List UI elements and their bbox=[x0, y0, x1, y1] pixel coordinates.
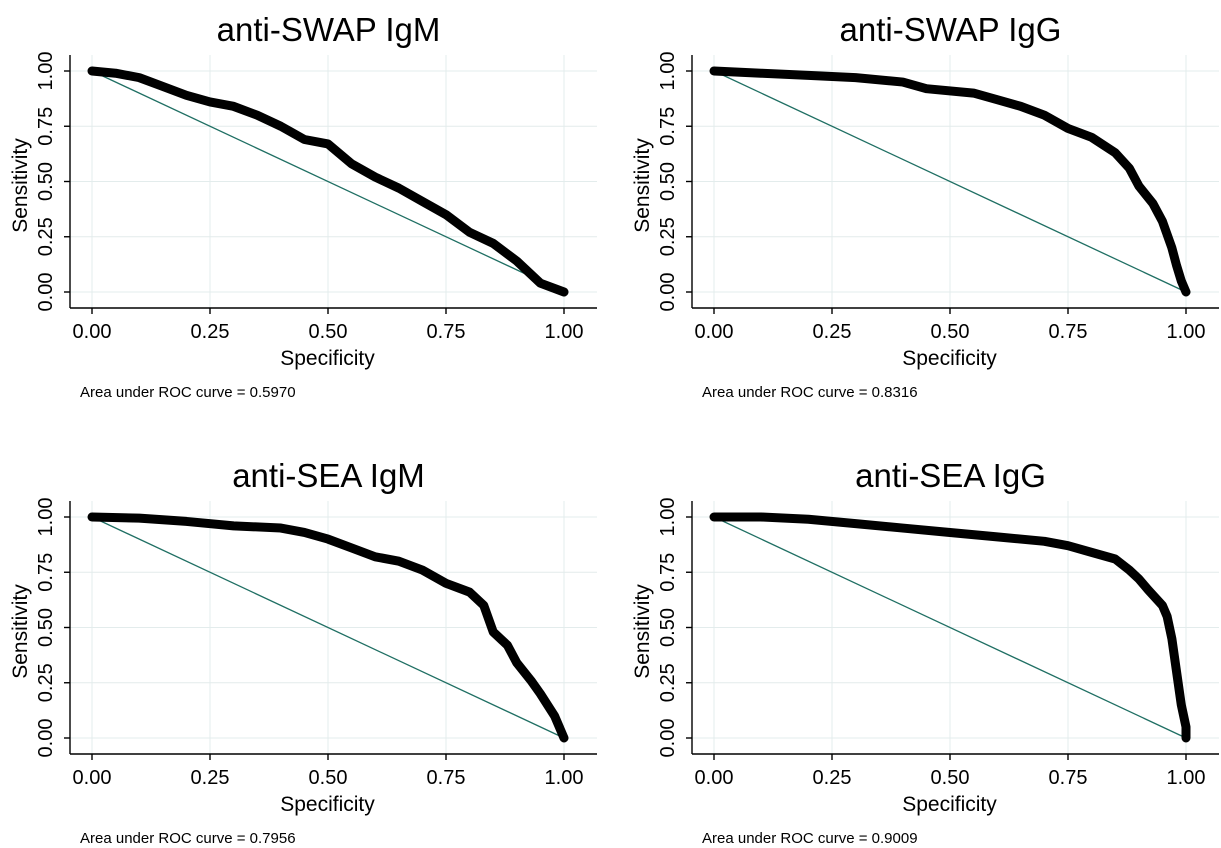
chart-title: anti-SWAP IgG bbox=[840, 11, 1062, 48]
y-tick-label: 0.75 bbox=[657, 107, 679, 146]
x-tick-label: 0.50 bbox=[309, 321, 348, 343]
y-tick-label: 1.00 bbox=[35, 52, 57, 91]
x-tick-label: 0.25 bbox=[191, 767, 230, 789]
y-axis-label: Sensitivity bbox=[631, 584, 654, 679]
y-tick-label: 0.00 bbox=[35, 719, 57, 758]
auc-note: Area under ROC curve = 0.7956 bbox=[80, 830, 296, 847]
x-tick-label: 0.75 bbox=[1049, 321, 1088, 343]
y-tick-label: 0.75 bbox=[657, 553, 679, 592]
roc-panel-4: anti-SEA IgG 0.00 0.25 0.50 0.75 1.00 0.00 0.25… bbox=[631, 457, 1219, 847]
x-tick-label: 0.50 bbox=[931, 767, 970, 789]
y-axis-label: Sensitivity bbox=[631, 138, 654, 233]
x-tick-label: 1.00 bbox=[1167, 321, 1206, 343]
x-tick-label: 1.00 bbox=[545, 321, 584, 343]
y-tick-label: 1.00 bbox=[35, 498, 57, 537]
grid-lines bbox=[692, 55, 1219, 308]
roc-panel-2: anti-SWAP IgG 0.00 0.25 0.50 0.75 1.00 0.00 0.2… bbox=[631, 11, 1219, 401]
y-tick-label: 0.00 bbox=[657, 273, 679, 312]
roc-panel-1: anti-SWAP IgM 0.00 0.25 0.50 0.75 1.00 0.00 0.2… bbox=[9, 11, 597, 401]
chart-title: anti-SEA IgM bbox=[232, 457, 425, 494]
x-tick-label: 0.00 bbox=[73, 321, 112, 343]
y-tick-label: 0.25 bbox=[35, 217, 57, 256]
x-tick-label: 0.00 bbox=[73, 767, 112, 789]
auc-note: Area under ROC curve = 0.9009 bbox=[702, 830, 918, 847]
roc-panel-3: anti-SEA IgM 0.00 0.25 0.50 0.75 1.00 0.00 0.25… bbox=[9, 457, 597, 847]
roc-curve bbox=[709, 66, 1191, 297]
x-tick-label: 1.00 bbox=[545, 767, 584, 789]
y-tick-label: 0.50 bbox=[35, 608, 57, 647]
x-tick-label: 0.25 bbox=[813, 321, 852, 343]
reference-line bbox=[91, 516, 565, 739]
x-axis-label: Specificity bbox=[280, 347, 375, 370]
x-tick-label: 0.75 bbox=[427, 767, 466, 789]
y-tick-label: 0.50 bbox=[35, 162, 57, 201]
reference-line bbox=[713, 70, 1187, 293]
grid-lines bbox=[70, 55, 597, 308]
reference-line bbox=[91, 70, 565, 293]
y-axis-label: Sensitivity bbox=[9, 584, 32, 679]
auc-note: Area under ROC curve = 0.5970 bbox=[80, 384, 296, 401]
y-tick-label: 0.50 bbox=[657, 162, 679, 201]
roc-curve bbox=[709, 512, 1191, 743]
x-axis-label: Specificity bbox=[902, 793, 997, 816]
x-tick-label: 0.25 bbox=[813, 767, 852, 789]
roc-curve bbox=[87, 66, 569, 297]
chart-title: anti-SWAP IgM bbox=[217, 11, 441, 48]
x-tick-label: 0.50 bbox=[931, 321, 970, 343]
y-tick-label: 1.00 bbox=[657, 52, 679, 91]
x-tick-label: 0.00 bbox=[695, 767, 734, 789]
y-tick-label: 0.00 bbox=[657, 719, 679, 758]
y-tick-label: 0.25 bbox=[657, 217, 679, 256]
x-tick-label: 1.00 bbox=[1167, 767, 1206, 789]
y-tick-label: 0.25 bbox=[35, 663, 57, 702]
reference-line bbox=[713, 516, 1187, 739]
y-tick-label: 0.75 bbox=[35, 107, 57, 146]
x-tick-label: 0.50 bbox=[309, 767, 348, 789]
y-tick-label: 0.75 bbox=[35, 553, 57, 592]
x-tick-label: 0.00 bbox=[695, 321, 734, 343]
y-tick-label: 0.25 bbox=[657, 663, 679, 702]
x-tick-label: 0.25 bbox=[191, 321, 230, 343]
x-tick-label: 0.75 bbox=[1049, 767, 1088, 789]
x-axis-label: Specificity bbox=[280, 793, 375, 816]
auc-note: Area under ROC curve = 0.8316 bbox=[702, 384, 918, 401]
y-tick-label: 1.00 bbox=[657, 498, 679, 537]
y-axis-label: Sensitivity bbox=[9, 138, 32, 233]
chart-title: anti-SEA IgG bbox=[855, 457, 1046, 494]
y-tick-label: 0.00 bbox=[35, 273, 57, 312]
roc-curve bbox=[87, 512, 569, 743]
x-axis-label: Specificity bbox=[902, 347, 997, 370]
x-tick-label: 0.75 bbox=[427, 321, 466, 343]
y-tick-label: 0.50 bbox=[657, 608, 679, 647]
